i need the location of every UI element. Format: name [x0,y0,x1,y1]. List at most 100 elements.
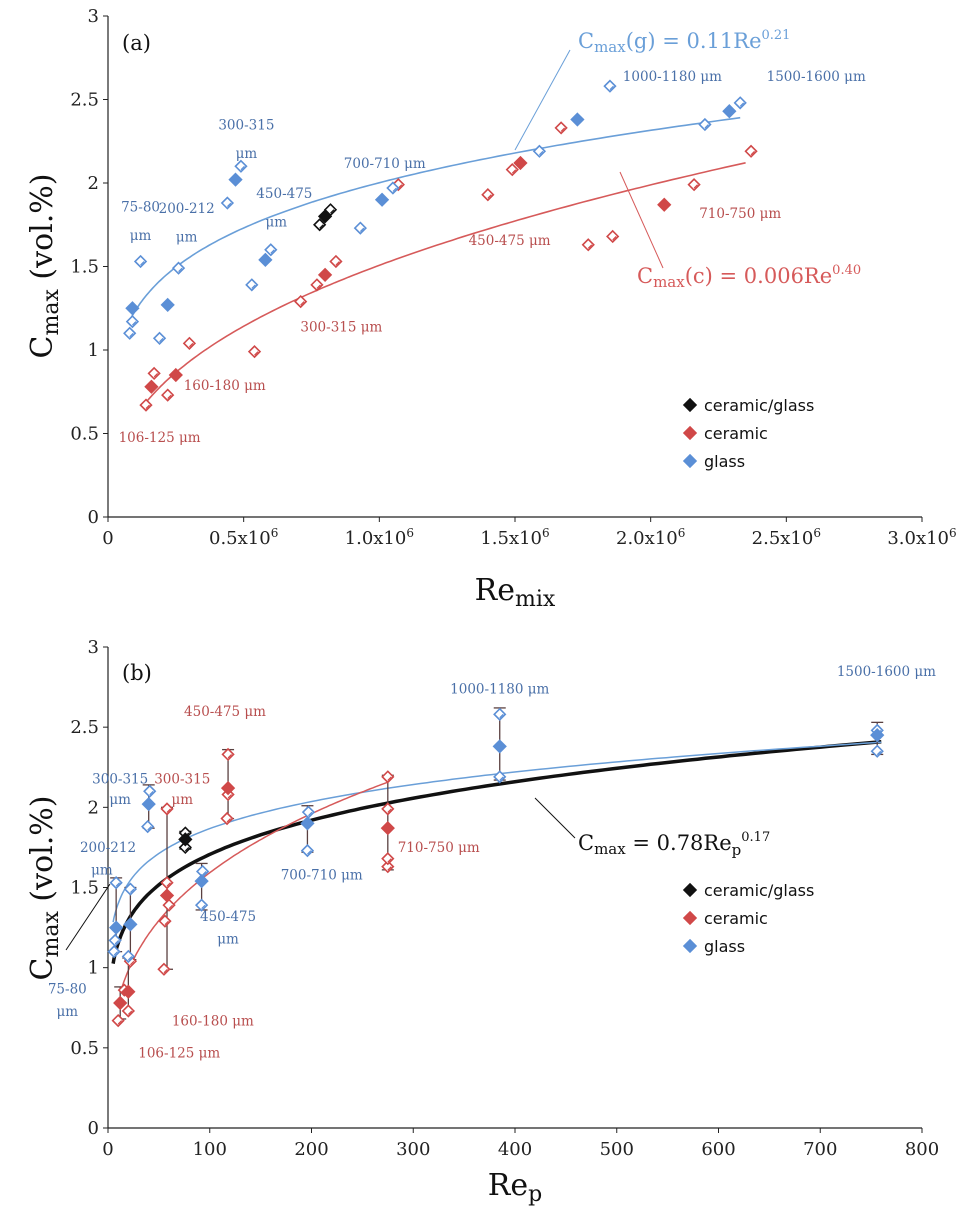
data-point-open [481,188,495,202]
fit-curve [111,740,882,964]
fit-equation-exponent: 0.17 [741,830,770,845]
data-point-hatch [226,818,231,823]
y-tick-label: 1.5 [70,878,99,899]
x-tick-label: 800 [905,1139,939,1160]
data-point-hatch [129,888,135,894]
data-point-hatch [227,753,232,759]
fit-equation: Cmax(c) = 0.006Re0.40 [637,263,861,291]
size-annotation: 450-475 [256,186,312,202]
legend-marker [682,882,698,898]
data-point-hatch [251,284,256,289]
chart-panel-b: 0 0.5 1 1.5 2 2.5 3 0 100 200 300 400 500 600 700 800 (b… [25,637,939,1207]
x-axis-title-sub: mix [515,587,556,612]
data-point-hatch [227,794,232,799]
y-tick-label: 2.5 [70,90,99,111]
data-point-hatch [307,850,312,855]
data-point-hatch [164,920,169,926]
data-point-hatch [387,866,392,871]
data-point-open [687,178,701,192]
data-point-open [123,882,138,896]
data-point-open [353,221,367,235]
y-axis-title: Cmax (vol.%) [25,174,64,359]
data-point-hatch [166,882,171,887]
data-point-open [221,747,235,762]
size-annotation: 200-212 [159,201,215,217]
x-tick-label: 500 [600,1139,634,1160]
y-tick-label: 0 [88,507,99,528]
data-point-open [194,898,209,912]
data-point-filled [121,984,136,999]
y-tick-label: 2 [88,173,99,194]
x-tick-label: 2.0x106 [616,526,685,549]
data-point-hatch [113,951,119,956]
x-tick-exponent: 6 [542,526,550,540]
data-point-filled [109,920,124,935]
x-tick-label: 100 [193,1139,227,1160]
data-point-open [109,876,123,890]
size-annotation: 1000-1180 μm [623,69,722,85]
data-point-filled [380,821,395,836]
size-annotation: μm [130,228,152,244]
leader-line [65,883,111,951]
data-point-hatch [319,224,324,229]
leader-line [534,797,576,839]
data-point-hatch [140,261,145,266]
data-point-open [603,79,617,93]
data-point-hatch [693,184,699,189]
data-point-hatch [117,1020,123,1025]
chart-panel-a: 0 0.5 1 1.5 2 2.5 3 0 0.5x106 1.0x106 1.5x106 2.0x1… [25,6,957,612]
legend: ceramic/glass ceramic glass [682,396,814,471]
data-point-open [220,196,235,210]
data-point-filled [317,209,333,224]
data-point-open [264,243,278,257]
data-point-hatch [166,808,171,813]
data-point-hatch [270,249,275,254]
y-axis-title-main: C [25,958,60,981]
y-axis-title-unit: (vol.%) [25,796,60,912]
legend: ceramic/glass ceramic glass [682,881,814,956]
data-point-filled [144,379,159,394]
data-point-hatch [202,871,207,876]
data-point-filled [160,297,175,313]
data-point-open [182,336,197,350]
size-annotation: 75-80 [48,981,87,997]
size-annotation: 160-180 μm [172,1013,254,1029]
data-point-open [157,962,171,976]
data-point-open [139,398,153,412]
data-point-hatch [127,1010,133,1015]
size-annotation: 710-750 μm [699,206,781,222]
data-point-hatch [499,776,504,781]
data-point-open [121,949,135,964]
data-point-hatch [538,150,544,156]
size-annotation: 106-125 μm [138,1045,220,1061]
data-point-hatch [147,826,152,831]
size-annotation: 300-315 μm [300,320,382,336]
data-point-open [220,811,234,826]
data-point-open [493,707,507,721]
data-point-hatch [153,372,159,378]
data-point-open [178,840,192,855]
data-point-open [554,121,568,135]
data-point-open [247,345,262,359]
data-point-open [294,294,308,309]
data-point-hatch [127,956,133,961]
data-point-hatch [115,882,121,887]
data-point-hatch [392,187,397,192]
y-axis-title-main: C [25,336,60,359]
x-tick-label: 3.0x106 [887,526,956,549]
series-ceramic-glass [313,203,338,232]
x-axis-title-sub: p [528,1182,542,1207]
x-tick-exponent: 6 [271,526,279,540]
leader-line [514,49,571,151]
legend-label: ceramic [704,424,768,443]
x-axis-title-main: Re [488,1168,528,1203]
x-axis-title: Rep [488,1168,542,1207]
data-point-hatch [178,267,183,273]
fit-equation-main: C [637,264,653,288]
size-annotation: μm [176,229,198,245]
data-point-hatch [149,790,154,796]
data-point-open [698,117,712,132]
x-tick-exponent: 6 [678,526,686,540]
data-point-filled [194,873,209,889]
